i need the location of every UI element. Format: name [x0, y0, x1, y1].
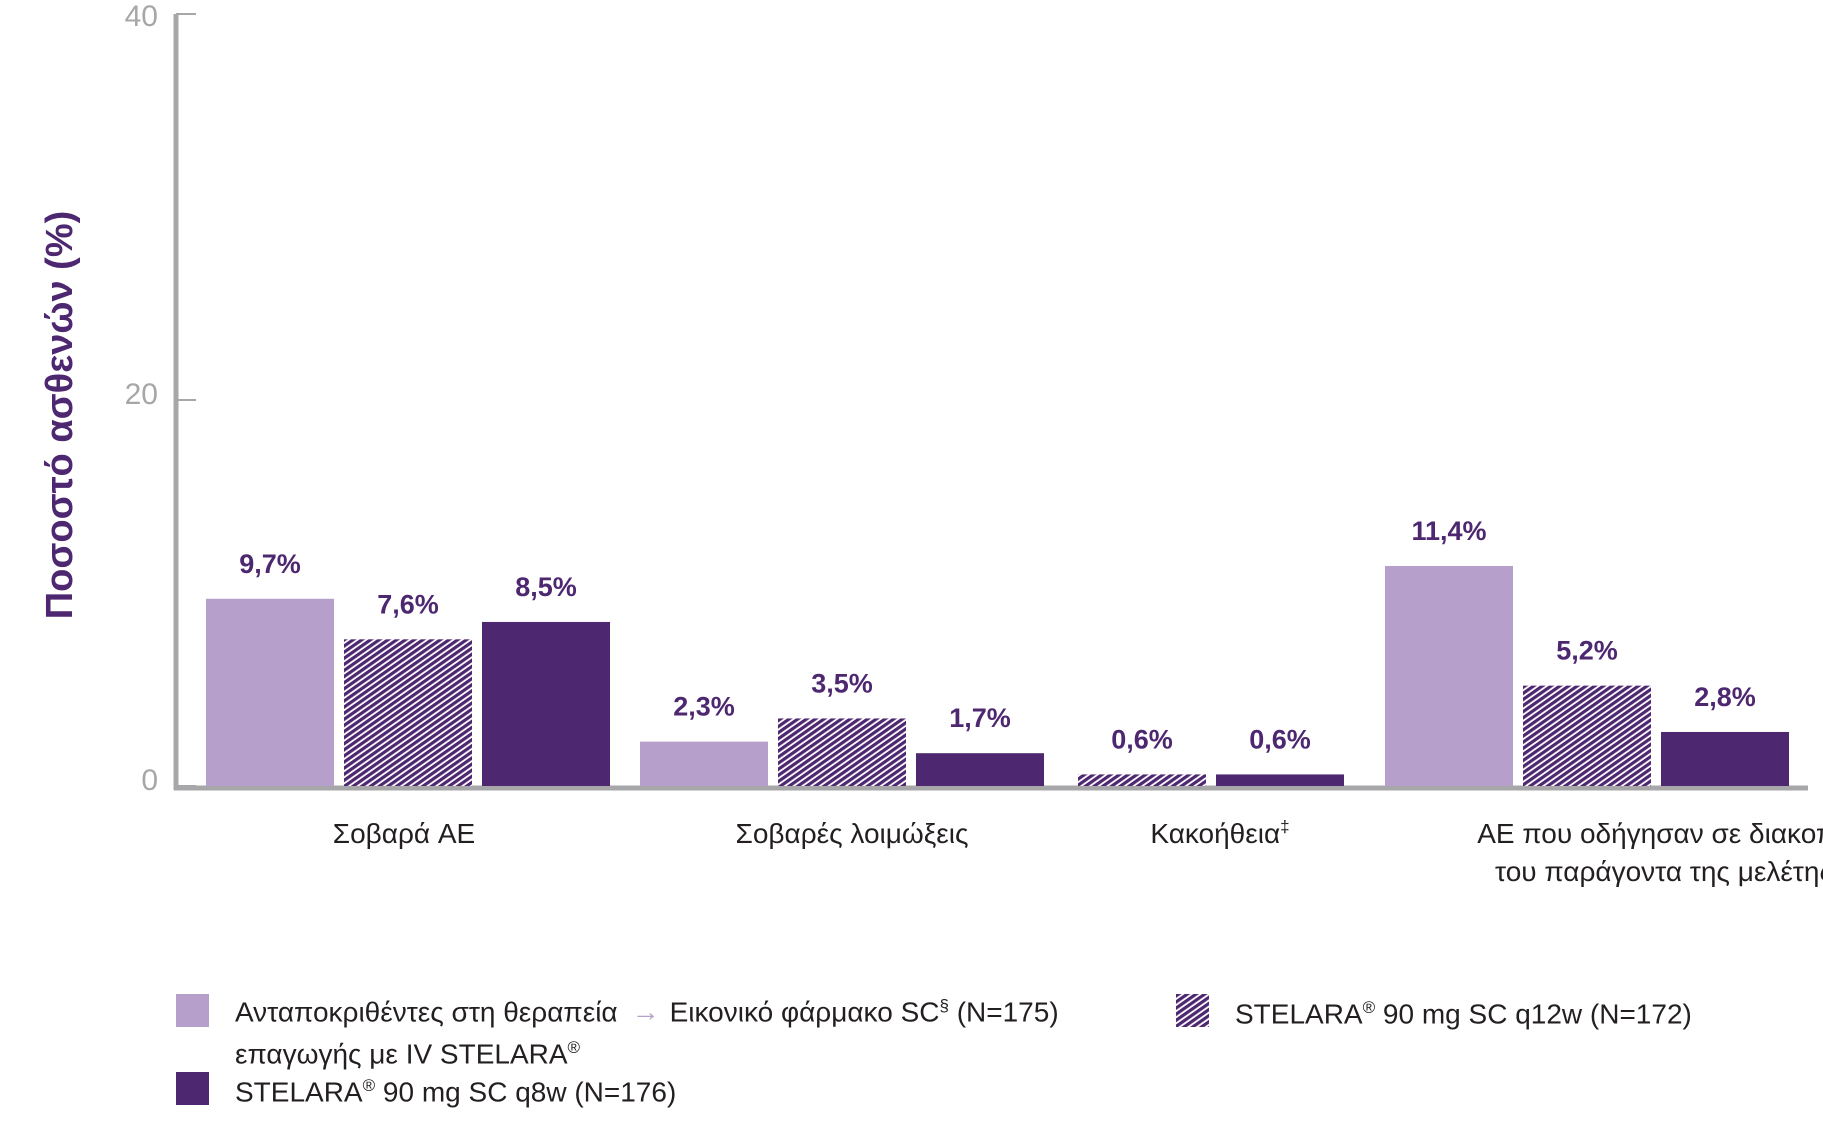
data-label-q8w-1: 1,7%: [949, 703, 1011, 733]
bar-q8w-1: [916, 753, 1044, 786]
category-label-1: Σοβαρές λοιμώξεις: [736, 818, 969, 849]
bar-placebo-1: [640, 741, 768, 786]
legend-reg-mark-q12w: ®: [1362, 998, 1376, 1017]
category-label-0: Σοβαρά AE: [333, 818, 475, 849]
legend-sup-section: §: [939, 996, 949, 1015]
legend-reg-mark: ®: [567, 1038, 581, 1058]
data-label-placebo-1: 2,3%: [673, 692, 735, 722]
bar-q12w-2: [1078, 774, 1206, 786]
legend-swatch-q8w: [176, 1072, 209, 1105]
bar-q12w-3: [1523, 685, 1651, 786]
legend-item-placebo: Ανταποκριθέντες στη θεραπεία → Εικονικό φά…: [176, 994, 1059, 1073]
data-label-q12w-0: 7,6%: [377, 589, 439, 619]
bar-q8w-0: [482, 621, 610, 786]
legend-reg-mark-q8w: ®: [362, 1076, 376, 1095]
bar-q12w-0: [344, 639, 472, 786]
legend-label-q8w: 90 mg SC q8w (N=176): [375, 1076, 677, 1108]
legend-label-placebo-n: (N=175): [948, 996, 1059, 1028]
y-axis-title: Ποσοστό ασθενών (%): [39, 211, 81, 620]
data-label-placebo-0: 9,7%: [239, 549, 301, 579]
bar-placebo-3: [1385, 565, 1513, 786]
data-label-q12w-1: 3,5%: [811, 668, 873, 698]
bar-placebo-0: [206, 598, 334, 786]
data-label-q8w-0: 8,5%: [515, 572, 577, 602]
y-tick-label: 0: [141, 764, 158, 797]
legend-brand-q8w: STELARA: [235, 1076, 363, 1108]
category-label-3: AE που οδήγησαν σε διακοπή: [1477, 818, 1823, 849]
data-label-placebo-3: 11,4%: [1411, 516, 1486, 546]
bar-q12w-1: [778, 718, 906, 786]
arrow-icon: →: [631, 996, 660, 1028]
legend-swatch-placebo: [176, 994, 209, 1027]
legend-swatch-q12w: [1176, 994, 1209, 1027]
legend-label-q12w: 90 mg SC q12w (N=172): [1375, 998, 1692, 1030]
y-tick-label: 20: [125, 378, 158, 411]
legend-item-q12w: STELARA® 90 mg SC q12w (N=172): [1176, 994, 1692, 1032]
data-label-q12w-2: 0,6%: [1111, 724, 1173, 754]
data-label-q8w-3: 2,8%: [1694, 682, 1756, 712]
legend-label-placebo-line1: Ανταποκριθέντες στη θεραπεία: [235, 996, 618, 1028]
category-label-2: Κακοήθεια‡: [1150, 817, 1289, 849]
data-label-q12w-3: 5,2%: [1556, 636, 1618, 666]
category-label-3: του παράγοντα της μελέτης: [1495, 856, 1823, 887]
legend-label-placebo-line2: επαγωγής με IV STELARA: [235, 1038, 568, 1070]
legend-brand-q12w: STELARA: [1235, 998, 1363, 1030]
y-tick-label: 40: [125, 0, 158, 33]
bar-q8w-3: [1661, 731, 1789, 786]
bar-q8w-2: [1216, 774, 1344, 786]
legend-item-q8w: STELARA® 90 mg SC q8w (N=176): [176, 1072, 676, 1110]
legend-label-placebo-part2: Εικονικό φάρμακο SC: [669, 996, 940, 1028]
data-label-q8w-2: 0,6%: [1249, 724, 1311, 754]
